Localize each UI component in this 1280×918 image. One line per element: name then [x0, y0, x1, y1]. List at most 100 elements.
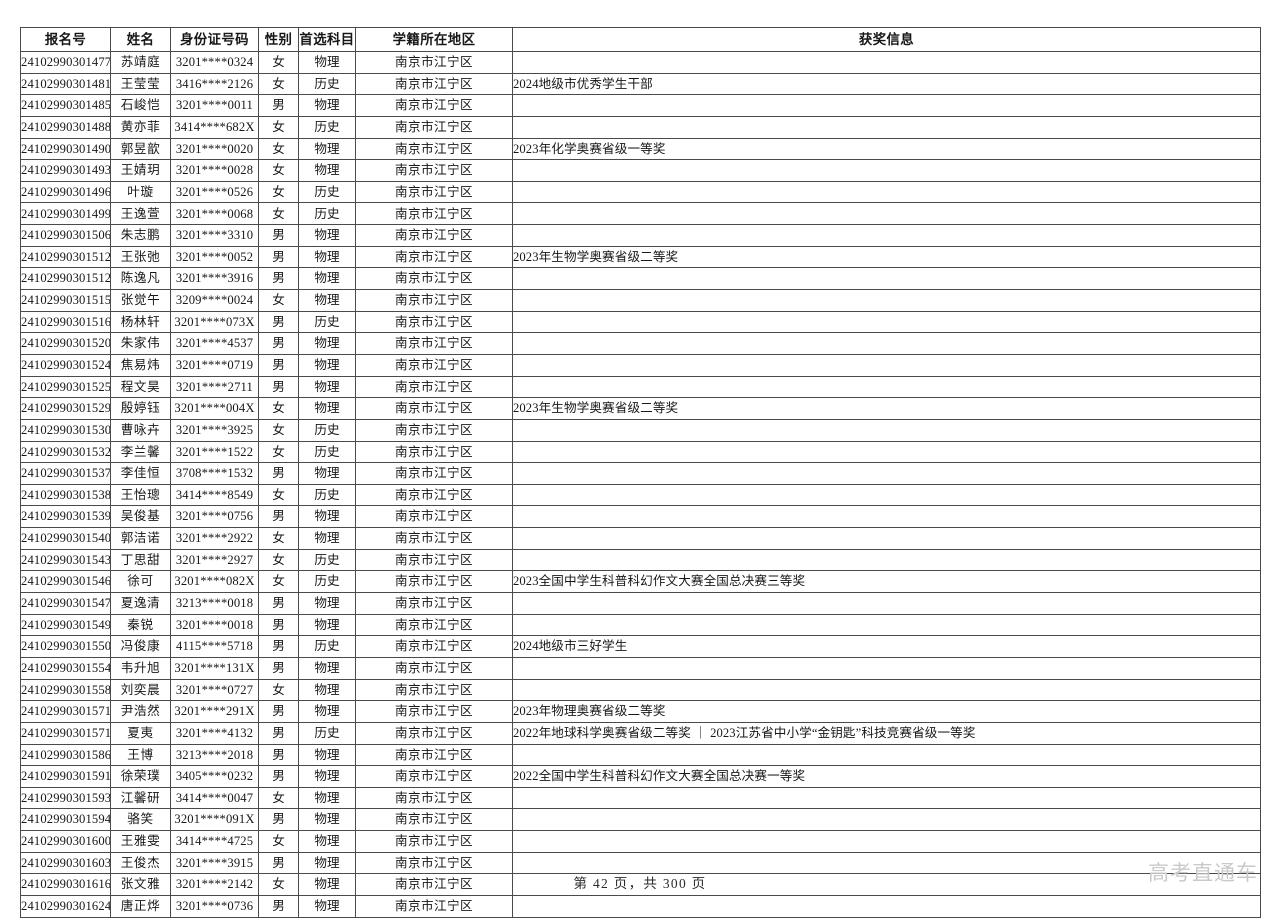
cell-school-region: 南京市江宁区: [355, 180, 513, 204]
cell-gender: 女: [258, 570, 299, 594]
table-row: 241029903015306 曹咏卉 3201****3925 女历史 南京市江宁区: [20, 418, 1261, 442]
table-row: 241029903014850 石峻恺 3201****0011 男物理 南京市江宁区: [20, 94, 1261, 117]
cell-registration-number: 241029903015062: [20, 224, 111, 247]
cell-id-number: 3201****0018: [170, 613, 259, 637]
cell-gender: 男: [258, 353, 299, 377]
cell-school-region: 南京市江宁区: [355, 289, 513, 312]
cell-award-info: [512, 159, 1261, 182]
cell-primary-subject: 物理: [298, 353, 356, 377]
cell-registration-number: 241029903015916: [20, 765, 111, 788]
cell-school-region: 南京市江宁区: [355, 743, 513, 767]
cell-name: 王雅雯: [110, 830, 171, 853]
column-header-name: 姓名: [110, 27, 171, 52]
cell-registration-number: 241029903015862: [20, 743, 111, 767]
cell-primary-subject: 物理: [298, 332, 356, 355]
cell-gender: 女: [258, 51, 299, 74]
cell-gender: 女: [258, 548, 299, 572]
cell-gender: 女: [258, 678, 299, 702]
cell-id-number: 3414****0047: [170, 786, 259, 810]
cell-registration-number: 241029903014850: [20, 94, 111, 117]
table-row: 241029903015062 朱志鹏 3201****3310 男物理 南京市江宁区: [20, 224, 1261, 247]
cell-gender: 男: [258, 656, 299, 680]
cell-award-info: 2023全国中学生科普科幻作文大赛全国总决赛三等奖: [512, 570, 1261, 594]
column-header-gender: 性别: [258, 27, 299, 52]
cell-primary-subject: 历史: [298, 721, 356, 745]
cell-gender: 女: [258, 786, 299, 810]
cell-award-info: [512, 894, 1261, 918]
cell-award-info: [512, 332, 1261, 355]
table-row: 241029903014887 黄亦菲 3414****682X 女历史 南京市江宁区: [20, 115, 1261, 139]
cell-primary-subject: 物理: [298, 289, 356, 312]
cell-gender: 女: [258, 159, 299, 182]
column-header-school-region: 学籍所在地区: [355, 27, 513, 52]
cell-name: 黄亦菲: [110, 115, 171, 139]
cell-registration-number: 241029903015296: [20, 397, 111, 420]
cell-award-info: [512, 483, 1261, 507]
cell-gender: 女: [258, 137, 299, 161]
column-header-id-number: 身份证号码: [170, 27, 259, 52]
cell-id-number: 3213****0018: [170, 592, 259, 615]
cell-school-region: 南京市江宁区: [355, 721, 513, 745]
cell-award-info: 2024地级市三好学生: [512, 635, 1261, 658]
cell-name: 骆笑: [110, 808, 171, 832]
cell-registration-number: 241029903015326: [20, 440, 111, 464]
cell-primary-subject: 物理: [298, 137, 356, 161]
cell-school-region: 南京市江宁区: [355, 115, 513, 139]
cell-id-number: 3201****291X: [170, 700, 259, 723]
cell-primary-subject: 历史: [298, 570, 356, 594]
cell-name: 唐正烨: [110, 894, 171, 918]
cell-registration-number: 241029903015249: [20, 353, 111, 377]
cell-name: 王婧玥: [110, 159, 171, 182]
cell-registration-number: 241029903015381: [20, 483, 111, 507]
table-row: 241029903015466 徐可 3201****082X 女历史 南京市江宁区 20…: [20, 570, 1261, 594]
table-row: 241029903015501 冯俊康 4115****5718 男历史 南京市江宁区 2…: [20, 635, 1261, 658]
cell-primary-subject: 历史: [298, 115, 356, 139]
page-footer: 第 42 页，共 300 页: [573, 876, 707, 891]
cell-primary-subject: 物理: [298, 224, 356, 247]
cell-name: 冯俊康: [110, 635, 171, 658]
cell-gender: 女: [258, 202, 299, 226]
watermark-label: 高考直通车: [1148, 862, 1258, 885]
cell-id-number: 3201****073X: [170, 310, 259, 334]
cell-primary-subject: 物理: [298, 397, 356, 420]
cell-id-number: 3201****4537: [170, 332, 259, 355]
cell-award-info: [512, 418, 1261, 442]
cell-gender: 女: [258, 397, 299, 420]
cell-gender: 男: [258, 743, 299, 767]
cell-gender: 男: [258, 267, 299, 291]
table-row: 241029903015543 韦升旭 3201****131X 男物理 南京市江宁区: [20, 656, 1261, 680]
cell-id-number: 3201****4132: [170, 721, 259, 745]
table-row: 241029903016038 王俊杰 3201****3915 男物理 南京市江宁区: [20, 851, 1261, 875]
cell-primary-subject: 历史: [298, 72, 356, 96]
table-row: 241029903015296 殷婷钰 3201****004X 女物理 南京市江宁区 2…: [20, 397, 1261, 420]
cell-primary-subject: 物理: [298, 808, 356, 832]
cell-primary-subject: 物理: [298, 159, 356, 182]
cell-gender: 女: [258, 830, 299, 853]
cell-registration-number: 241029903014907: [20, 137, 111, 161]
table-row: 241029903016240 唐正烨 3201****0736 男物理 南京市江宁区: [20, 894, 1261, 918]
cell-gender: 女: [258, 440, 299, 464]
cell-id-number: 3201****2142: [170, 873, 259, 896]
cell-gender: 男: [258, 765, 299, 788]
cell-id-number: 3405****0232: [170, 765, 259, 788]
cell-id-number: 3201****1522: [170, 440, 259, 464]
table-row: 241029903014963 叶璇 3201****0526 女历史 南京市江宁区: [20, 180, 1261, 204]
cell-school-region: 南京市江宁区: [355, 375, 513, 399]
cell-name: 郭洁诺: [110, 527, 171, 550]
table-row: 241029903015123 王张弛 3201****0052 男物理 南京市江宁区 2…: [20, 245, 1261, 269]
cell-gender: 男: [258, 310, 299, 334]
cell-name: 徐荣璞: [110, 765, 171, 788]
cell-name: 焦易炜: [110, 353, 171, 377]
cell-primary-subject: 物理: [298, 851, 356, 875]
table-row: 241029903014935 王婧玥 3201****0028 女物理 南京市江宁区: [20, 159, 1261, 182]
cell-award-info: [512, 873, 1261, 896]
cell-primary-subject: 物理: [298, 873, 356, 896]
cell-id-number: 3201****2922: [170, 527, 259, 550]
cell-name: 曹咏卉: [110, 418, 171, 442]
cell-school-region: 南京市江宁区: [355, 159, 513, 182]
cell-id-number: 3209****0024: [170, 289, 259, 312]
cell-id-number: 3201****0736: [170, 894, 259, 918]
cell-school-region: 南京市江宁区: [355, 483, 513, 507]
cell-primary-subject: 物理: [298, 678, 356, 702]
cell-award-info: 2022年地球科学奥赛省级二等奖 ｜ 2023江苏省中小学“金钥匙”科技竞赛省级…: [512, 721, 1261, 745]
